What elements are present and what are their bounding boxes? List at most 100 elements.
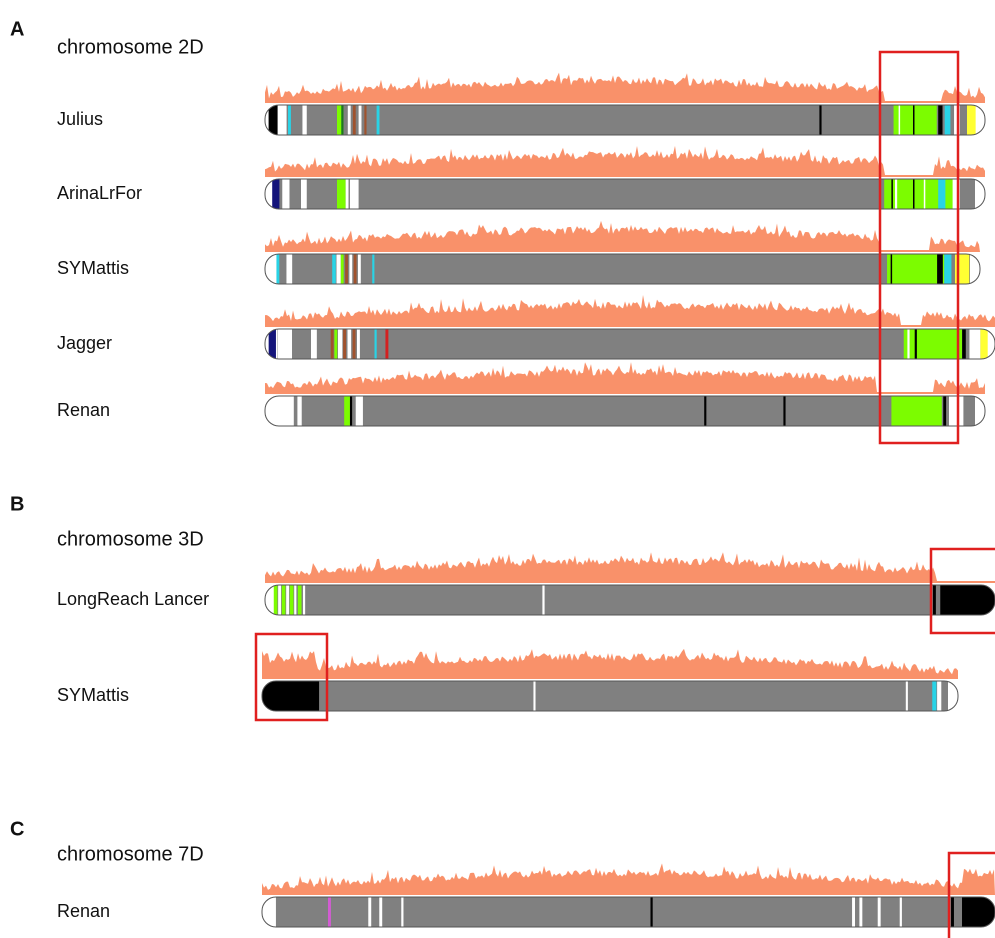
chromosome-outline <box>264 104 986 136</box>
band <box>819 105 822 135</box>
band <box>969 329 981 359</box>
chromosome-outline <box>261 896 995 928</box>
band <box>932 585 936 615</box>
band <box>980 329 988 359</box>
chromosome-body <box>265 105 985 135</box>
band <box>281 585 286 615</box>
band <box>286 254 293 284</box>
highlight-box <box>878 50 960 445</box>
coverage-profile <box>265 294 995 327</box>
band <box>914 329 917 359</box>
band <box>356 329 360 359</box>
band <box>852 897 855 927</box>
panel-label: A <box>10 18 24 40</box>
chromosome-cap <box>975 179 985 209</box>
chromosome-cap <box>975 396 985 426</box>
band <box>345 179 349 209</box>
band <box>268 329 276 359</box>
panel-label: C <box>10 818 24 840</box>
band <box>272 254 277 284</box>
band <box>374 329 377 359</box>
band <box>890 254 893 284</box>
band <box>297 585 302 615</box>
row-name: Julius <box>57 109 103 129</box>
band <box>943 396 947 426</box>
band <box>887 254 945 284</box>
band <box>297 396 302 426</box>
panel-title: chromosome 7D <box>57 843 204 865</box>
chromosome-outline <box>264 584 995 616</box>
band <box>913 105 915 135</box>
band <box>330 329 334 359</box>
band <box>358 105 362 135</box>
row-name: Renan <box>57 901 110 921</box>
band <box>347 105 351 135</box>
band <box>276 254 280 284</box>
chromosome-outline <box>261 680 959 712</box>
band <box>859 897 863 927</box>
band <box>288 105 291 135</box>
band <box>899 897 902 927</box>
chromosome <box>262 681 958 711</box>
band <box>357 254 361 284</box>
band <box>332 254 336 284</box>
highlight-boxes <box>254 50 995 938</box>
band <box>286 585 290 615</box>
band <box>345 254 348 284</box>
band <box>907 329 910 359</box>
row-name: Renan <box>57 400 110 420</box>
band <box>310 329 317 359</box>
band <box>338 329 343 359</box>
band <box>385 329 389 359</box>
chromosome-body <box>265 396 985 426</box>
chromosome-cap <box>948 681 958 711</box>
row-name: SYMattis <box>57 685 129 705</box>
band <box>891 396 942 426</box>
band <box>349 396 353 426</box>
highlight-box <box>947 851 995 938</box>
panel-title: chromosome 2D <box>57 36 204 58</box>
band <box>932 681 937 711</box>
band <box>944 254 952 284</box>
band <box>272 396 294 426</box>
band <box>294 585 297 615</box>
band <box>336 254 341 284</box>
band <box>704 396 707 426</box>
band <box>337 179 346 209</box>
band <box>372 254 375 284</box>
band <box>349 254 353 284</box>
band <box>344 396 350 426</box>
band <box>289 585 294 615</box>
band <box>327 897 331 927</box>
rows: Julius ArinaLrFor SYMattis Jagger Renan LongR… <box>57 72 995 928</box>
band <box>347 329 352 359</box>
band <box>278 585 282 615</box>
chromosome <box>265 585 995 615</box>
coverage-profile <box>262 863 995 895</box>
chromosome <box>265 396 985 426</box>
band <box>923 179 926 209</box>
chromosome-cap <box>975 105 985 135</box>
coverage-profile <box>262 648 958 679</box>
coverage-profile <box>265 72 985 103</box>
panel-label: B <box>10 493 24 515</box>
chromosome-body <box>265 254 980 284</box>
chromosome-body <box>265 179 985 209</box>
highlight-box <box>929 547 995 635</box>
band <box>352 105 356 135</box>
band <box>533 681 536 711</box>
band <box>944 105 951 135</box>
band <box>893 105 937 135</box>
band <box>783 396 786 426</box>
band <box>343 329 347 359</box>
band <box>952 179 960 209</box>
coverage-profile <box>265 220 980 252</box>
band <box>913 179 915 209</box>
chromosome-outline <box>264 328 995 360</box>
band <box>277 105 287 135</box>
band <box>272 897 276 927</box>
band <box>353 254 357 284</box>
band <box>277 329 293 359</box>
band <box>272 179 280 209</box>
chromosome-outline <box>264 253 981 285</box>
